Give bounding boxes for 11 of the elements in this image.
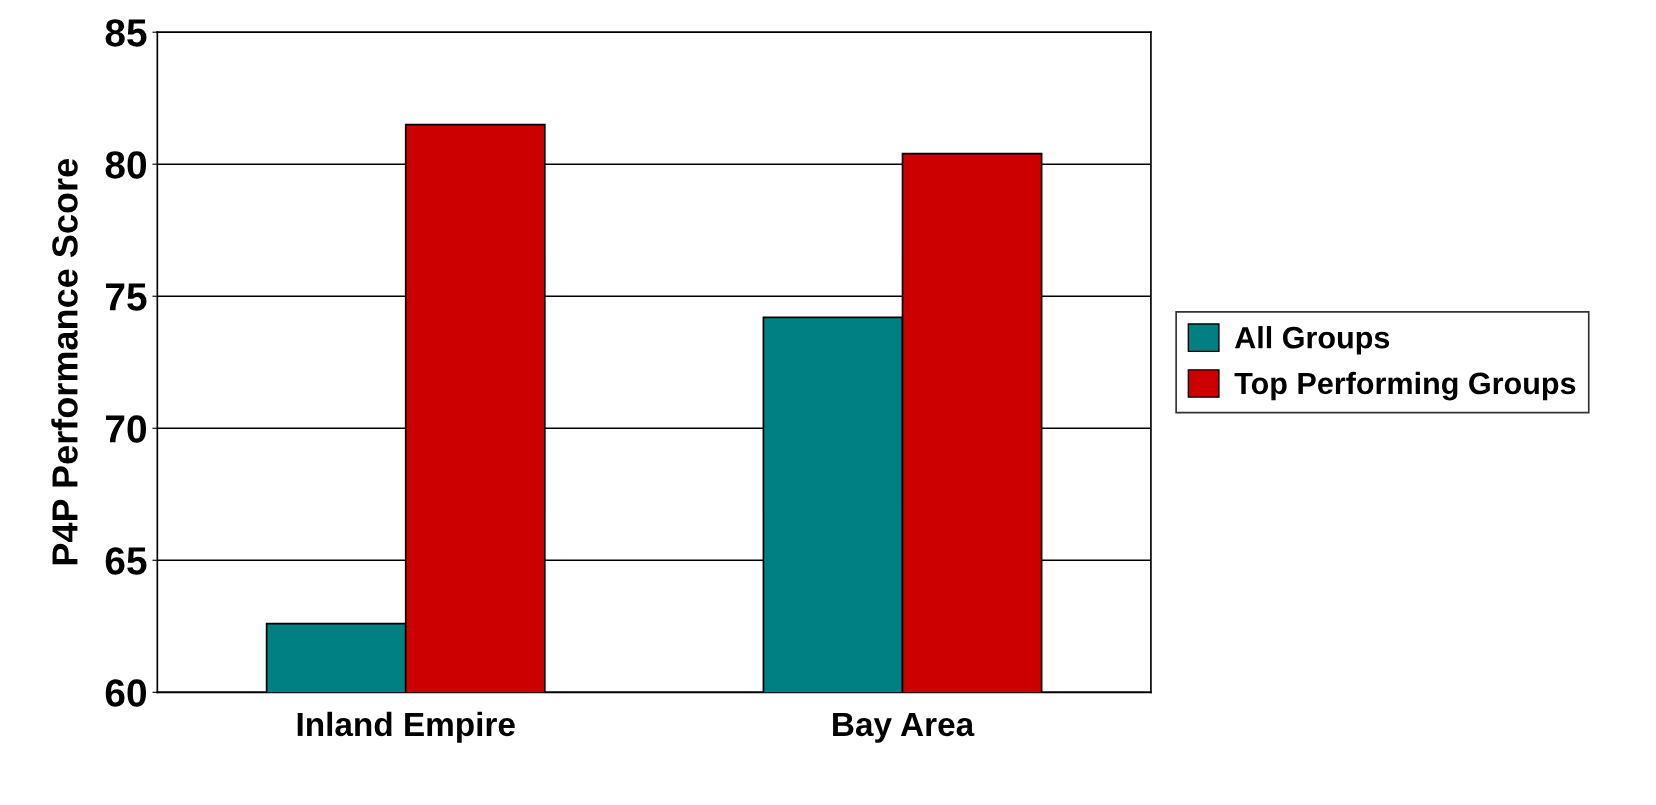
y-tick-label: 70: [106, 415, 147, 443]
legend-label: All Groups: [1234, 326, 1390, 355]
y-tick-label: 80: [105, 151, 147, 179]
y-tick-label: 85: [105, 19, 147, 47]
y-axis-title: P4P Performance Score: [51, 159, 78, 565]
x-tick-label: Inland Empire: [297, 711, 515, 743]
legend-label: Top Performing Groups: [1234, 371, 1576, 401]
y-tick-label: 65: [105, 547, 147, 575]
x-tick-label: Bay Area: [833, 712, 975, 743]
y-tick-label: 60: [105, 679, 147, 707]
y-tick-label: 75: [106, 283, 147, 311]
